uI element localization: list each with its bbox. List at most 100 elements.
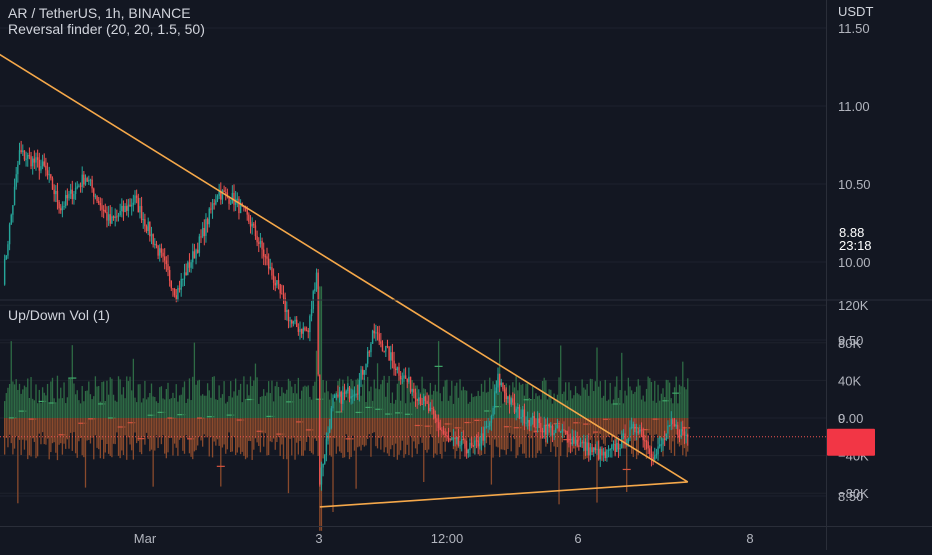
candle-body [145, 226, 148, 232]
candle-body [218, 191, 220, 196]
candle-body [611, 445, 613, 450]
candle-body [200, 236, 202, 238]
candle-body [210, 208, 212, 210]
candle-body [434, 413, 436, 419]
candle-body [292, 321, 295, 324]
candle-body [510, 398, 512, 405]
candle-body [390, 352, 392, 361]
candle-body [469, 442, 471, 450]
volume-legend[interactable]: Up/Down Vol (1) [8, 307, 110, 323]
candle-body [18, 150, 21, 165]
candle-body [101, 205, 103, 210]
candle-body [454, 437, 456, 439]
candle-body [645, 440, 648, 442]
candle-body [634, 424, 636, 433]
candle-body [685, 434, 687, 436]
candle-body [465, 448, 468, 454]
candle-body [583, 441, 585, 444]
candle-body [459, 445, 461, 447]
candle-body [373, 330, 375, 334]
candle-body [337, 394, 339, 397]
candle-body [345, 390, 347, 394]
symbol-legend[interactable]: AR / TetherUS, 1h, BINANCE [8, 5, 191, 21]
candle-body [5, 255, 7, 260]
candle-body [414, 392, 417, 399]
candle-body [667, 425, 669, 434]
candle-body [144, 219, 146, 227]
candle-body [474, 440, 476, 446]
candle-body [266, 256, 268, 259]
candle-body [327, 432, 329, 440]
candle-body [576, 439, 578, 446]
candle-body [215, 200, 217, 205]
candle-body [121, 205, 123, 211]
candle-body [682, 429, 684, 432]
candle-body [225, 192, 227, 194]
candle-body [550, 425, 552, 428]
volume-tick-label: 80K [838, 336, 861, 351]
candle-body [65, 195, 67, 207]
candle-body [134, 195, 136, 203]
candle-body [324, 454, 326, 464]
last-price-badge: 8.88 23:18 [827, 225, 875, 456]
candle-body [111, 216, 113, 224]
candle-body [233, 192, 235, 205]
candle-body [607, 449, 610, 451]
candle-body [578, 445, 580, 447]
candle-body [654, 455, 656, 460]
candle-body [249, 221, 252, 227]
candle-body [670, 419, 672, 426]
candle-body [464, 439, 466, 449]
candle-body [66, 195, 69, 199]
candle-body [50, 174, 52, 179]
candle-body [28, 155, 31, 157]
candle-body [251, 223, 253, 227]
candle-body [310, 309, 313, 317]
candle-body [650, 453, 653, 458]
candle-body [193, 251, 196, 259]
candle-body [480, 433, 483, 444]
candle-body [315, 272, 318, 289]
indicator-legend[interactable]: Reversal finder (20, 20, 1.5, 50) [8, 21, 205, 37]
candle-body [655, 454, 658, 456]
candle-body [388, 346, 390, 361]
candle-body [663, 438, 666, 440]
candle-body [122, 205, 125, 212]
candle-body [182, 278, 184, 280]
candle-body [190, 262, 192, 268]
candle-body [601, 448, 603, 456]
candle-body [571, 437, 573, 445]
candle-body [48, 174, 50, 176]
candle-body [172, 288, 174, 290]
candle-body [68, 193, 70, 199]
candle-body [60, 208, 62, 211]
candle-body [546, 424, 549, 435]
candle-body [421, 403, 423, 405]
candle-body [279, 284, 281, 294]
candle-body [355, 393, 357, 395]
candle-body [489, 422, 491, 427]
candle-body [644, 440, 646, 442]
candle-body [216, 195, 219, 201]
candle-body [343, 392, 346, 394]
candle-body [195, 249, 197, 259]
candle-body [333, 395, 336, 398]
price-axis[interactable]: 11.50 11.00 10.50 10.00 9.50 9.00 8.50 [838, 21, 871, 504]
candle-body [102, 209, 105, 211]
candle-body [553, 432, 555, 436]
candle-body [157, 245, 159, 256]
candle-body [286, 309, 288, 312]
candle-body [7, 244, 9, 256]
candle-body [606, 450, 608, 459]
candle-body [395, 368, 397, 371]
candle-body [51, 178, 54, 190]
candle-body [238, 198, 240, 214]
time-axis[interactable]: Mar 3 12:00 6 8 [134, 531, 754, 546]
candle-body [187, 262, 189, 276]
candle-body [588, 442, 590, 456]
candle-body [297, 326, 300, 332]
candle-body [472, 445, 474, 447]
